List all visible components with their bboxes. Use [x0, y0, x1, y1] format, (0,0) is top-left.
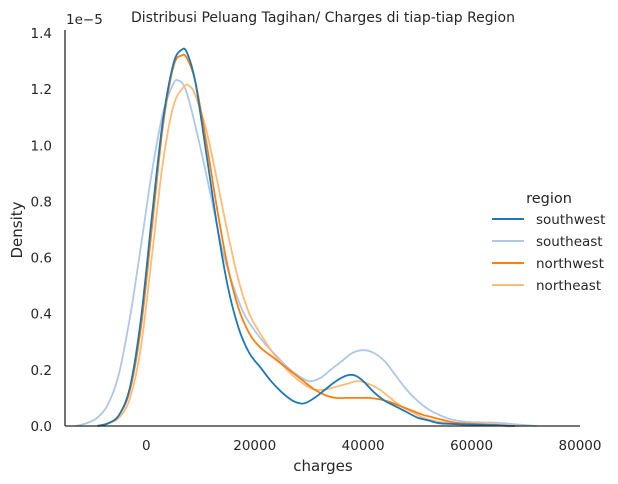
legend-label-northeast: northeast	[536, 278, 601, 294]
x-tick-label: 0	[142, 438, 151, 454]
y-tick-label: 1.2	[31, 82, 52, 98]
x-tick-label: 80000	[559, 438, 602, 454]
x-tick-label: 60000	[450, 438, 493, 454]
y-tick-labels: 0.0 0.2 0.4 0.6 0.8 1.0 1.2 1.4	[31, 26, 52, 435]
legend-label-southwest: southwest	[536, 212, 605, 228]
y-tick-label: 0.8	[31, 194, 52, 210]
series-line-southwest	[97, 47, 515, 427]
y-tick-label: 0.2	[31, 363, 52, 379]
legend: region southwest southeast northwest northe…	[492, 191, 605, 294]
legend-label-northwest: northwest	[536, 256, 604, 272]
y-tick-label: 0.0	[31, 419, 52, 435]
legend-title: region	[526, 191, 572, 207]
series-line-northwest	[97, 53, 510, 427]
x-tick-label: 20000	[233, 438, 276, 454]
y-axis-title: Density	[8, 201, 26, 258]
y-scale-label: 1e−5	[66, 12, 103, 28]
chart-title: Distribusi Peluang Tagihan/ Charges di t…	[131, 10, 515, 26]
series-line-southeast	[75, 78, 537, 427]
plot-area	[75, 47, 537, 427]
legend-label-southeast: southeast	[536, 234, 603, 250]
x-tick-labels: 0 20000 40000 60000 80000	[142, 438, 601, 454]
x-axis-title: charges	[293, 457, 353, 475]
y-tick-label: 0.6	[31, 251, 52, 267]
x-tick-label: 40000	[342, 438, 385, 454]
y-tick-label: 1.0	[31, 138, 52, 154]
y-tick-label: 1.4	[31, 26, 52, 42]
y-tick-label: 0.4	[31, 307, 52, 323]
